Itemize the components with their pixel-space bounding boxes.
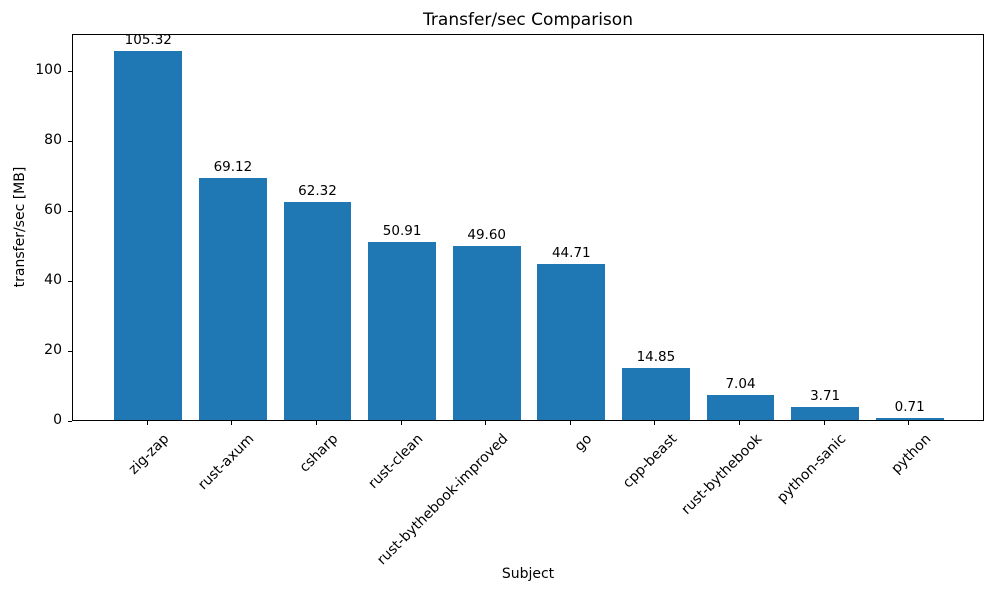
- bar-value-label: 69.12: [213, 159, 253, 176]
- x-tick-mark: [739, 421, 740, 425]
- x-tick-label-python: python: [888, 431, 935, 477]
- bar-value-label: 105.32: [124, 32, 172, 49]
- x-tick-label-rust-bythebook: rust-bythebook: [678, 431, 765, 518]
- chart-title: Transfer/sec Comparison: [423, 10, 633, 30]
- x-tick-label-zig-zap: zig-zap: [125, 431, 173, 478]
- x-tick-mark: [908, 421, 910, 425]
- bar-rust-clean: [368, 241, 436, 420]
- bar-value-label: 14.85: [636, 349, 676, 366]
- x-tick-mark: [569, 421, 571, 425]
- y-tick-label: 100: [35, 62, 62, 79]
- x-tick-label-csharp: csharp: [297, 431, 342, 476]
- y-tick-mark: [68, 420, 72, 422]
- bar-python-sanic: [791, 407, 859, 420]
- plot-area: 105.32 69.12 62.32 50.91 49.60 44.71 14.85 7.04…: [72, 32, 984, 421]
- x-axis-label: Subject: [501, 566, 555, 582]
- y-tick-mark: [68, 70, 72, 72]
- bar-value-label: 7.04: [725, 376, 756, 393]
- y-tick-mark: [68, 210, 72, 212]
- bar-value-label: 3.71: [810, 388, 841, 405]
- y-tick-label: 80: [44, 132, 62, 149]
- x-tick-mark: [146, 421, 148, 425]
- bar-rust-bythebook-improved: [452, 246, 521, 420]
- bar-value-label: 62.32: [298, 182, 337, 199]
- x-tick-label-rust-bythebook-improved: rust-bythebook-improved: [373, 431, 512, 569]
- x-tick-label-cpp-beast: cpp-beast: [619, 431, 681, 492]
- y-tick-label: 60: [44, 202, 62, 219]
- x-tick-mark: [400, 421, 402, 425]
- bar-value-label: 49.60: [467, 227, 507, 244]
- bar-rust-axum: [199, 178, 267, 420]
- x-tick-label-go: go: [571, 431, 596, 455]
- y-tick-mark: [68, 140, 72, 142]
- y-axis-label: transfer/sec [MB]: [12, 166, 28, 288]
- bar-value-label: 50.91: [382, 222, 422, 239]
- y-tick-mark: [68, 350, 72, 352]
- y-tick-mark: [68, 280, 72, 282]
- y-tick-label: 20: [44, 342, 62, 358]
- x-tick-label-rust-axum: rust-axum: [195, 431, 258, 494]
- bar-csharp: [283, 201, 352, 420]
- x-tick-mark: [654, 421, 656, 425]
- x-tick-mark: [823, 421, 825, 425]
- bar-value-label: 44.71: [551, 244, 591, 261]
- bar-zig-zap: [114, 51, 183, 420]
- bar-value-label: 0.71: [894, 398, 925, 415]
- x-tick-mark: [485, 421, 487, 425]
- x-tick-mark: [231, 421, 233, 425]
- x-tick-mark: [315, 421, 317, 425]
- bar-python: [875, 417, 944, 420]
- x-tick-label-rust-clean: rust-clean: [365, 431, 427, 492]
- y-tick-label: 0: [53, 412, 62, 428]
- x-tick-label-python-sanic: python-sanic: [774, 431, 850, 507]
- bar-go: [537, 263, 606, 420]
- y-tick-label: 40: [44, 272, 62, 289]
- bar-rust-bythebook: [706, 395, 775, 420]
- bar-cpp-beast: [622, 368, 690, 420]
